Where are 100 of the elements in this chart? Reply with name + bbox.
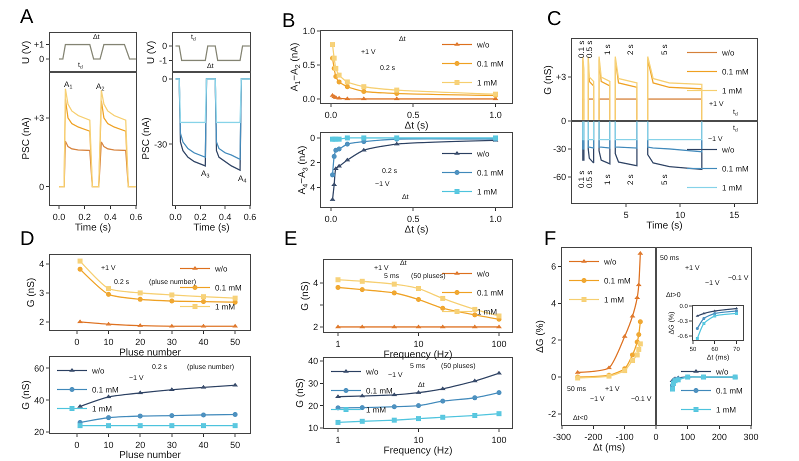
legend-label: 1 mM [604,296,624,305]
legend-label: w/o [476,40,490,50]
x-tick-label: 0 [653,432,659,442]
y-axis-title: U (V) [146,40,158,64]
y-axis-title: G (nS) [21,380,32,410]
y-tick-label: 4 [310,182,316,192]
x-tick-label: 10 [104,336,114,347]
y-tick-label: +3 [34,113,44,124]
y-tick-label: 0 [310,133,316,144]
y-axis-title: G (nS) [295,378,306,408]
annotation: 2 s [626,174,635,185]
annotation: 1 s [603,174,612,185]
x-tick-label: 10 [414,338,424,349]
y-tick-label: 2 [551,335,556,346]
y-tick-label: 6 [551,262,556,272]
x-axis-title: Pluse number [119,450,182,461]
y-axis-title: U (V) [20,40,32,64]
x-tick-label: 0.0 [324,110,338,120]
y-tick-label: 40 [34,395,44,406]
x-axis-title: Δt (s) [404,120,428,132]
legend-label: 0.1 mM [215,284,242,293]
y-tick-label: -30 [154,139,168,150]
y-tick-label: 2 [313,322,318,332]
annotation: 1 s [603,44,612,55]
y-tick-label: 20 [308,400,318,411]
y-tick-label: -30 [553,144,566,154]
x-tick-label: 40 [198,440,208,450]
legend-label: 1 mM [722,184,742,193]
legend-label: 0.1 mM [477,168,504,178]
legend-label: 0.1 mM [716,386,744,396]
x-axis-title: Time (s) [646,220,683,232]
x-axis-title: Pluse number [119,347,182,358]
y-tick-label: 0.5 [302,60,316,70]
y-tick-label: 3 [39,288,44,298]
annotation: 5 s [660,44,669,55]
legend-label: w/o [91,366,105,376]
legend-label: w/o [721,146,735,155]
x-axis-title: Frequency (Hz) [384,445,452,456]
x-tick-label: 0.4 [104,212,117,222]
x-tick-label: 1.0 [489,110,502,120]
x-tick-label: 15 [729,210,740,220]
x-tick-label: 0.0 [169,212,182,222]
y-axis-title: PSC (nA) [20,117,32,160]
y-tick-label: 0 [162,41,168,52]
legend-label: 0.1 mM [477,288,504,298]
y-tick-label: 10 [308,423,318,434]
legend-label: 0.1 mM [366,386,394,396]
legend-label: w/o [476,270,490,279]
y-axis-title: G (nS) [26,278,38,308]
legend-label: 0.1 mM [604,276,632,286]
x-tick-label: 20 [135,336,146,347]
y-tick-label: 60 [34,363,44,374]
legend-label: 1 mM [92,404,112,414]
chart-title: B [282,10,296,32]
x-tick-label: 1.0 [489,214,502,224]
x-tick-label: 0.2 [78,212,91,222]
legend-label: 1 mM [366,406,386,415]
annotation: A$_{3}$ [201,169,210,180]
y-tick-label: 4 [39,259,44,270]
x-tick-label: 100 [680,432,696,442]
annotation: A$_{1}$ [64,80,72,91]
y-axis-title: ΔG (%) [535,320,546,353]
x-axis-title: Δt (s) [404,224,428,236]
legend-label: w/o [365,368,379,377]
x-tick-label: 0.2 [194,212,207,222]
x-tick-label: 0.5 [406,214,420,224]
legend-label: w/o [715,368,729,377]
x-tick-label: 0.4 [218,212,232,222]
x-tick-label: 50 [230,440,240,450]
x-tick-label: 50 [230,336,240,347]
y-axis-title: G (nS) [300,281,312,311]
legend-label: 1 mM [477,188,498,197]
chart-title: C [547,8,562,30]
x-tick-label: 300 [743,432,759,442]
y-axis-title: PSC (nA) [141,117,152,160]
annotation: 0.5 s [585,170,594,188]
chart-title: A [20,6,34,28]
x-tick-label: 5 [624,210,629,220]
y-tick-label: -1 [159,56,168,66]
chart-title: D [20,228,34,250]
y-tick-label: -2 [548,409,556,420]
annotation: 0.1 s [577,40,586,58]
annotation: A$_{4}$ [238,174,246,185]
annotation: 0.5 s [585,40,594,58]
legend-label: 0.1 mM [92,386,120,395]
y-tick-label: 0 [561,116,566,126]
x-tick-label: 0.0 [324,214,338,224]
x-tick-label: 10 [104,440,114,450]
x-axis-title: Δt (ms) [592,442,626,454]
annotation: A$_{2}$ [96,82,104,93]
x-tick-label: 200 [712,432,727,442]
y-tick-label: +1 [34,40,44,50]
y-tick-label: 0.0 [302,94,316,104]
x-tick-label: 1 [335,434,341,445]
x-tick-label: 100 [491,434,507,445]
y-tick-label: 0 [162,74,168,84]
x-tick-label: 0.5 [406,110,420,120]
x-tick-label: 1 [335,338,341,349]
chart-title: E [284,228,298,250]
legend-label: w/o [476,150,490,159]
